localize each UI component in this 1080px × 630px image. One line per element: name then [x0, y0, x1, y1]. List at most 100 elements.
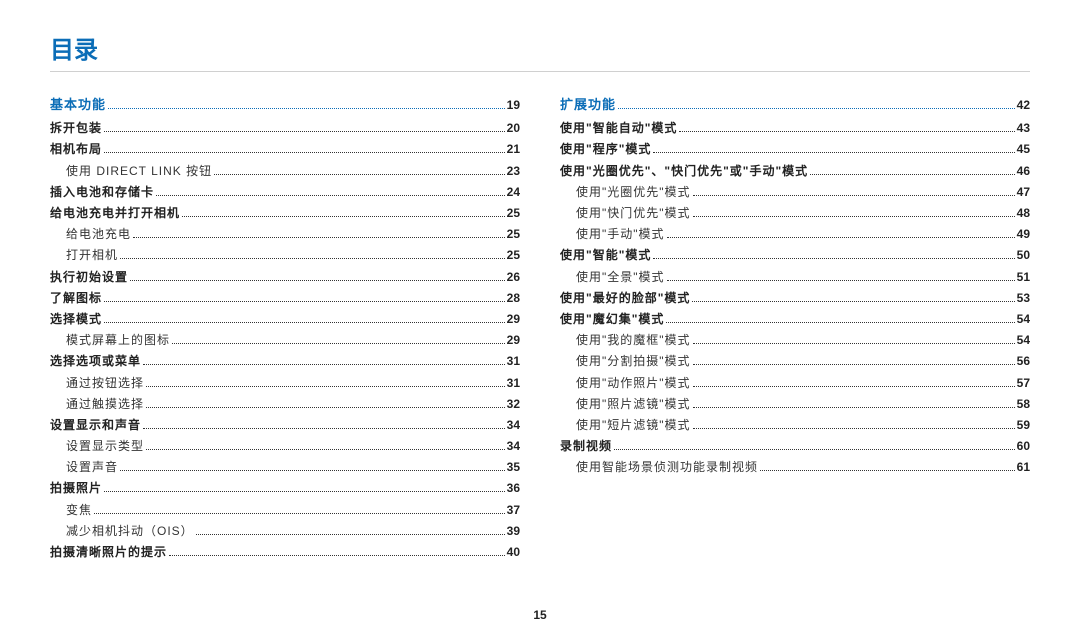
toc-entry-row: 拆开包装 20	[50, 122, 520, 135]
toc-entry-label: 使用 DIRECT LINK 按钮	[66, 165, 212, 178]
toc-entry-page: 20	[507, 122, 520, 135]
toc-entry-page: 26	[507, 271, 520, 284]
toc-subentry-row: 使用"短片滤镜"模式59	[560, 419, 1030, 432]
toc-entry-label: 拆开包装	[50, 122, 102, 135]
toc-section-row: 基本功能 19	[50, 98, 520, 112]
toc-subentry-row: 使用"照片滤镜"模式58	[560, 398, 1030, 411]
toc-entry-label: 使用"程序"模式	[560, 143, 651, 156]
toc-section-label: 基本功能	[50, 98, 106, 112]
toc-entry-row: 执行初始设置 26	[50, 271, 520, 284]
toc-entry-page: 39	[507, 525, 520, 538]
leader-dots	[133, 230, 505, 238]
leader-dots	[104, 294, 505, 302]
toc-column-left: 基本功能 19 拆开包装 20 相机布局21 使用 DIRECT LINK 按钮 23 插…	[50, 98, 520, 567]
toc-entry-row: 了解图标28	[50, 292, 520, 305]
toc-subentry-row: 减少相机抖动（OIS）39	[50, 525, 520, 538]
toc-subentry-row: 使用"全景"模式51	[560, 271, 1030, 284]
toc-entry-label: 使用"全景"模式	[576, 271, 665, 284]
toc-entry-page: 56	[1017, 355, 1030, 368]
toc-entry-row: 给电池充电并打开相机 25	[50, 207, 520, 220]
toc-entry-page: 23	[507, 165, 520, 178]
leader-dots	[810, 167, 1015, 175]
toc-entry-page: 37	[507, 504, 520, 517]
toc-entry-page: 25	[507, 207, 520, 220]
toc-entry-page: 35	[507, 461, 520, 474]
toc-subentry-row: 使用"动作照片"模式57	[560, 377, 1030, 390]
toc-entry-label: 使用"最好的脸部"模式	[560, 292, 690, 305]
leader-dots	[693, 358, 1015, 366]
toc-entry-page: 53	[1017, 292, 1030, 305]
toc-entry-label: 变焦	[66, 504, 92, 517]
leader-dots	[104, 125, 505, 133]
toc-section-row: 扩展功能 42	[560, 98, 1030, 112]
toc-subentry-row: 变焦 37	[50, 504, 520, 517]
leader-dots	[156, 188, 505, 196]
toc-entry-row: 选择模式29	[50, 313, 520, 326]
leader-dots	[146, 379, 505, 387]
leader-dots	[94, 506, 505, 514]
toc-entry-row: 使用"光圈优先"、"快门优先"或"手动"模式46	[560, 165, 1030, 178]
toc-section-page: 42	[1017, 99, 1030, 112]
toc-entry-label: 使用"快门优先"模式	[576, 207, 691, 220]
toc-entry-page: 47	[1017, 186, 1030, 199]
toc-entry-label: 使用"光圈优先"模式	[576, 186, 691, 199]
toc-entry-label: 模式屏幕上的图标	[66, 334, 170, 347]
page-title: 目录	[50, 30, 1030, 72]
toc-subentry-row: 使用"光圈优先"模式 47	[560, 186, 1030, 199]
toc-entry-page: 21	[507, 143, 520, 156]
leader-dots	[653, 252, 1014, 260]
toc-columns: 基本功能 19 拆开包装 20 相机布局21 使用 DIRECT LINK 按钮 23 插…	[50, 98, 1030, 567]
toc-entry-page: 43	[1017, 122, 1030, 135]
toc-subentry-row: 使用"我的魔框"模式54	[560, 334, 1030, 347]
toc-subentry-row: 使用"分割拍摄"模式56	[560, 355, 1030, 368]
toc-entry-row: 使用"智能"模式50	[560, 249, 1030, 262]
leader-dots	[143, 421, 505, 429]
toc-subentry-row: 使用"手动"模式49	[560, 228, 1030, 241]
toc-entry-page: 34	[507, 440, 520, 453]
toc-entry-row: 选择选项或菜单31	[50, 355, 520, 368]
leader-dots	[120, 252, 505, 260]
toc-entry-label: 通过按钮选择	[66, 377, 144, 390]
toc-entry-page: 48	[1017, 207, 1030, 220]
toc-entry-page: 54	[1017, 313, 1030, 326]
leader-dots	[679, 125, 1014, 133]
leader-dots	[108, 101, 505, 109]
toc-entry-label: 拍摄清晰照片的提示	[50, 546, 167, 559]
toc-subentry-row: 使用 DIRECT LINK 按钮 23	[50, 165, 520, 178]
toc-entry-label: 设置显示和声音	[50, 419, 141, 432]
leader-dots	[214, 167, 505, 175]
toc-entry-label: 打开相机	[66, 249, 118, 262]
toc-entry-page: 25	[507, 249, 520, 262]
toc-entry-label: 给电池充电并打开相机	[50, 207, 180, 220]
leader-dots	[172, 336, 505, 344]
leader-dots	[130, 273, 505, 281]
leader-dots	[146, 400, 505, 408]
toc-entry-row: 相机布局21	[50, 143, 520, 156]
toc-entry-label: 使用"光圈优先"、"快门优先"或"手动"模式	[560, 165, 808, 178]
toc-entry-page: 25	[507, 228, 520, 241]
toc-subentry-row: 模式屏幕上的图标 29	[50, 334, 520, 347]
toc-entry-label: 录制视频	[560, 440, 612, 453]
toc-entry-label: 设置声音	[66, 461, 118, 474]
toc-entry-label: 使用"照片滤镜"模式	[576, 398, 691, 411]
toc-entry-page: 45	[1017, 143, 1030, 156]
toc-subentry-row: 设置声音 35	[50, 461, 520, 474]
toc-entry-label: 使用"短片滤镜"模式	[576, 419, 691, 432]
toc-entry-page: 24	[507, 186, 520, 199]
leader-dots	[693, 421, 1015, 429]
toc-entry-label: 选择选项或菜单	[50, 355, 141, 368]
toc-entry-row: 插入电池和存储卡24	[50, 186, 520, 199]
leader-dots	[120, 464, 505, 472]
toc-entry-row: 拍摄清晰照片的提示40	[50, 546, 520, 559]
toc-subentry-row: 给电池充电25	[50, 228, 520, 241]
leader-dots	[146, 442, 505, 450]
toc-section-label: 扩展功能	[560, 98, 616, 112]
toc-entry-page: 57	[1017, 377, 1030, 390]
toc-entry-label: 使用"手动"模式	[576, 228, 665, 241]
toc-entry-page: 60	[1017, 440, 1030, 453]
toc-entry-label: 使用"智能"模式	[560, 249, 651, 262]
toc-entry-page: 31	[507, 377, 520, 390]
toc-entry-page: 29	[507, 334, 520, 347]
toc-entry-label: 执行初始设置	[50, 271, 128, 284]
toc-entry-page: 32	[507, 398, 520, 411]
